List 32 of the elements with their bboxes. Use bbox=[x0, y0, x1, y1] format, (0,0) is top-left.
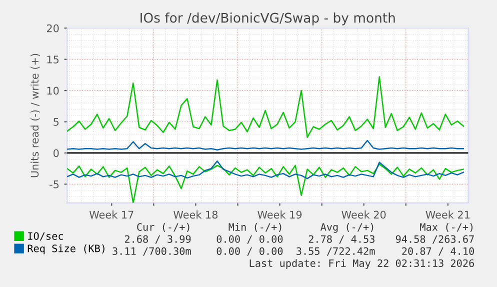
x-tick-label: Week 18 bbox=[173, 210, 218, 219]
text: Cur (-/+) bbox=[137, 223, 190, 232]
line-series bbox=[67, 160, 464, 180]
text: Max (-/+) bbox=[420, 223, 473, 232]
text: 3.55 /722.42m bbox=[296, 247, 375, 256]
text: 3.11 /700.30m bbox=[112, 247, 191, 256]
line-series bbox=[67, 164, 464, 203]
text: 20.87 / 4.10 bbox=[402, 247, 474, 256]
y-tick-label: 5 bbox=[54, 118, 59, 126]
y-tick-label: 10 bbox=[47, 86, 59, 95]
legend-label: Req Size (KB) bbox=[28, 244, 104, 254]
chart-title: IOs for /dev/BionicVG/Swap - by month bbox=[140, 12, 395, 26]
x-tick-label: Week 19 bbox=[258, 210, 302, 219]
line-series bbox=[67, 76, 464, 138]
x-tick-label: Week 21 bbox=[426, 210, 470, 219]
text: Min (-/+) bbox=[228, 223, 282, 232]
y-tick-label: 15 bbox=[47, 56, 59, 64]
text: 94.58 /263.67 bbox=[396, 235, 474, 244]
y-tick-label: 0 bbox=[54, 149, 59, 158]
text: 0.00 / 0.00 bbox=[216, 247, 283, 256]
text: 0.00 / 0.00 bbox=[216, 235, 283, 244]
text: 2.68 / 3.99 bbox=[124, 235, 191, 244]
y-tick-label: -5 bbox=[50, 180, 59, 188]
legend-label: IO/sec bbox=[28, 232, 63, 241]
y-axis-title: Units read (-) / write (+) bbox=[30, 54, 40, 178]
text: 2.78 / 4.53 bbox=[308, 235, 374, 244]
x-tick-label: Week 20 bbox=[342, 210, 386, 219]
x-tick-label: Week 17 bbox=[89, 210, 134, 219]
text: Last update: Fri May 22 02:31:13 2026 bbox=[250, 259, 474, 269]
y-tick-label: 20 bbox=[46, 24, 59, 32]
line-series bbox=[67, 140, 464, 150]
text: Avg (-/+) bbox=[320, 222, 374, 233]
